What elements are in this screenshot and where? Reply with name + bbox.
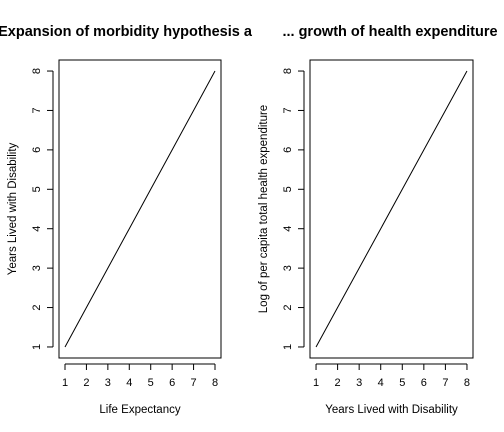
- series-line: [315, 70, 468, 348]
- chart-title: ... growth of health expenditure: [282, 24, 497, 40]
- x-tick-label: 1: [313, 377, 319, 389]
- x-axis-label: Years Lived with Disability: [325, 404, 458, 416]
- y-axis-label: Years Lived with Disability: [7, 142, 19, 275]
- panel-health-expenditure: ... growth of health expenditure 1 2 3 4 5 6 7 8…: [258, 24, 498, 416]
- chart-title: Expansion of morbidity hypothesis a: [0, 24, 253, 40]
- x-tick-label: 1: [62, 377, 68, 389]
- plot-frame: [58, 59, 222, 359]
- y-tick-label: 6: [31, 147, 43, 153]
- plot-frame: [309, 59, 474, 359]
- x-tick-label: 6: [421, 377, 427, 389]
- x-tick-label: 8: [212, 377, 218, 389]
- y-tick-label: 3: [31, 265, 43, 271]
- y-tick-label: 2: [31, 304, 43, 310]
- y-tick-label: 5: [31, 186, 43, 192]
- y-axis-label: Log of per capita total health expenditu…: [258, 105, 270, 313]
- y-tick-label: 5: [282, 186, 294, 192]
- y-tick-label: 1: [282, 344, 294, 350]
- x-tick-label: 3: [356, 377, 362, 389]
- y-tick-label: 7: [282, 107, 294, 113]
- x-tick-label: 2: [83, 377, 89, 389]
- x-tick-label: 4: [126, 377, 132, 389]
- x-tick-label: 3: [105, 377, 111, 389]
- x-tick-label: 5: [399, 377, 405, 389]
- y-tick-label: 8: [31, 68, 43, 74]
- panel-expansion-of-morbidity: Expansion of morbidity hypothesis a 1 2 3 4 5…: [0, 24, 253, 416]
- x-tick-label: 5: [148, 377, 154, 389]
- y-tick-label: 4: [31, 226, 43, 232]
- x-tick-label: 2: [335, 377, 341, 389]
- y-tick-label: 4: [282, 226, 294, 232]
- x-tick-label: 8: [464, 377, 470, 389]
- y-tick-label: 8: [282, 68, 294, 74]
- y-tick-label: 3: [282, 265, 294, 271]
- y-tick-label: 1: [31, 344, 43, 350]
- x-tick-label: 4: [378, 377, 384, 389]
- y-tick-label: 2: [282, 304, 294, 310]
- y-tick-label: 6: [282, 147, 294, 153]
- y-tick-label: 7: [31, 107, 43, 113]
- x-tick-label: 7: [442, 377, 448, 389]
- x-tick-label: 7: [191, 377, 197, 389]
- x-axis-label: Life Expectancy: [99, 404, 180, 416]
- series-line: [64, 70, 216, 348]
- x-tick-label: 6: [169, 377, 175, 389]
